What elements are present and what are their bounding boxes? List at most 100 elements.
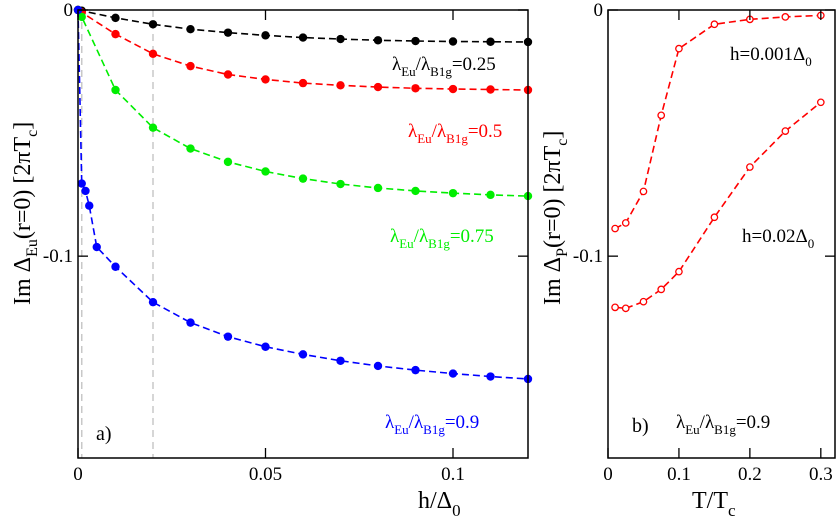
panel-a-series-2-point-12 [486,190,495,200]
panel-b-x-tick-label-0: 0 [603,464,613,485]
panel-a-series-2-point-9 [373,183,383,193]
panel-b-series-1-point-7 [781,127,790,135]
panel-b-x-axis-label: T/Tc [692,488,736,520]
panel-a-series-3-point-7 [186,318,195,327]
panel-a-series-1-point-7 [298,78,308,88]
panel-a-series-1-point-2 [111,29,120,39]
series-label-0.5: λEu/λB1g=0.5 [408,121,502,146]
panel-b-series-line-1 [615,101,822,310]
panel-a-series-2-point-11 [448,188,458,198]
panel-a-series-0-point-11 [448,37,458,46]
panel-a-series-2-point-3 [148,123,158,132]
panel-b-series-0-point-0 [611,224,619,233]
panel-a-series-0-point-2 [111,13,120,23]
panel-a-series-2-point-1 [77,12,86,22]
panel-b-y-tick-label-1: -0.1 [573,246,603,267]
series-label-0.25: λEu/λB1g=0.25 [392,54,496,79]
panel-a-series-2-point-7 [298,174,308,183]
panel-a-series-3-point-5 [111,262,120,271]
panel-a-y-tick-label-1: -0.1 [43,246,73,267]
panel-a-series-1-point-3 [148,49,158,59]
panel-a-series-1-point-12 [486,85,495,94]
panel-b-series-1-point-8 [816,98,825,107]
panel-b-series-0-point-2 [639,187,648,196]
panel-a-series-0-point-5 [223,28,233,37]
panel-b-frame [607,9,836,459]
panel-a-plot-area [73,5,533,458]
panel-b-series-line-0 [614,14,821,230]
panel-a-series-2-point-8 [336,179,345,189]
panel-a-series-3-point-15 [486,372,495,381]
series-label-0.75: λEu/λB1g=0.75 [390,226,494,251]
panel-a-series-2-point-4 [186,144,195,153]
panel-a-label: a) [96,423,112,445]
panel-b-series-1-point-5 [710,213,719,222]
panel-a-series-3-point-14 [448,369,458,378]
panel-b-series-1-point-3 [657,285,666,294]
panel-a-series-0-point-10 [411,36,420,46]
panel-b: 0 0.1 0.2 0.3 0 -0.1 b) λEu/λB1g=0.9 h=0.001Δ… [540,0,836,520]
panel-a: 0 0.05 0.1 0 -0.1 a) λEu/λB1g=0.25 λEu/λB1g=… [10,0,533,520]
panel-a-x-tick-label-2: 0.1 [441,464,465,485]
panel-b-x-tick-label-3: 0.3 [809,464,833,485]
panel-a-series-3-point-3 [85,201,94,210]
panel-a-series-2-point-5 [223,157,233,167]
panel-a-x-axis-label: h/Δ0 [418,488,461,520]
panel-b-annotation: λEu/λB1g=0.9 [676,412,770,437]
panel-a-series-line-1 [77,9,529,91]
panel-a-series-3-point-8 [223,332,233,341]
panel-a-series-3-point-10 [298,350,308,359]
panel-a-series-3-point-1 [77,179,86,188]
panel-a-series-1-point-4 [186,61,195,71]
panel-a-series-0-point-4 [186,25,195,34]
panel-b-series-0-point-7 [781,13,790,21]
panel-a-series-3-point-2 [81,186,90,196]
panel-a-series-0-point-6 [261,31,270,40]
panel-b-series-1-point-4 [675,267,683,276]
panel-a-series-0-point-8 [336,34,345,44]
panel-a-y-tick-label-0: 0 [64,0,74,21]
panel-a-series-1-point-5 [223,70,233,79]
panel-a-series-1-point-10 [411,84,420,93]
panel-b-series-0-point-4 [675,44,683,53]
panel-b-ticks: 0 0.1 0.2 0.3 0 -0.1 [573,0,835,485]
panel-a-series-0-point-12 [486,37,495,46]
panel-a-series-line-2 [77,9,529,197]
panel-b-label: b) [632,415,649,437]
panel-a-series-1-point-9 [373,82,383,92]
panel-b-series-1-point-1 [621,304,630,313]
panel-b-series-0-point-1 [621,219,630,227]
panel-a-y-axis-label: Im ΔEu(r=0) [2πTc] [10,122,41,305]
panel-a-series-1-point-8 [336,81,345,90]
panel-a-series-2-point-10 [411,186,420,196]
panel-a-series-0-point-9 [373,36,383,45]
panel-a-series-3-point-11 [336,356,345,365]
panel-a-series-3-point-6 [148,297,158,307]
panel-a-series-3-point-13 [411,365,420,375]
panel-a-ticks: 0 0.05 0.1 0 -0.1 [43,0,528,485]
panel-b-x-tick-label-2: 0.2 [738,464,762,485]
series-label-0.9: λEu/λB1g=0.9 [385,412,479,437]
panel-a-series-1-point-6 [261,75,270,84]
panel-a-series-3-point-12 [373,361,383,371]
panel-b-x-tick-label-1: 0.1 [667,464,691,485]
panel-a-x-tick-label-1: 0.05 [249,464,282,485]
panel-a-series-3-point-9 [261,342,270,351]
panel-b-y-axis-label: Im ΔP(r=0) [2πTc] [540,131,571,305]
panel-b-series-1-point-0 [611,303,619,312]
panel-a-series-1-point-11 [448,84,458,94]
panel-b-y-tick-label-0: 0 [594,0,604,21]
panel-a-frame [77,9,529,459]
panel-a-series-0-point-3 [148,20,158,29]
panel-a-x-tick-label-0: 0 [73,464,83,485]
panel-a-series-0-point-7 [298,33,308,42]
series-label-h-0.02: h=0.02Δ0 [742,226,814,251]
panel-a-series-line-0 [77,9,529,43]
panel-b-series-1-point-2 [639,297,648,306]
panel-b-series-1-point-6 [746,163,754,171]
panel-a-series-3-point-4 [92,242,101,252]
panel-a-series-2-point-2 [111,85,120,95]
series-label-h-0.001: h=0.001Δ0 [730,44,812,69]
panel-b-series-0-point-3 [657,111,666,120]
